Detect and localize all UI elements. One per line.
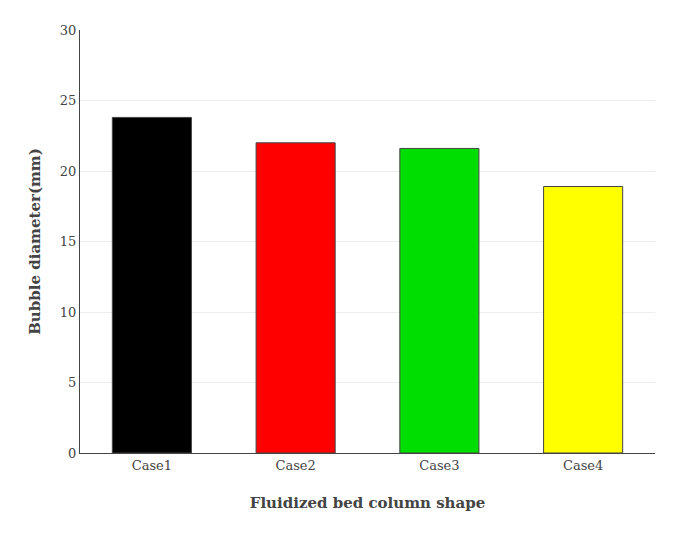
svg-text:Fluidized bed column shape: Fluidized bed column shape: [250, 494, 486, 512]
svg-text:Case3: Case3: [419, 458, 459, 473]
svg-text:0: 0: [68, 446, 76, 461]
svg-text:15: 15: [60, 234, 77, 249]
svg-text:Case4: Case4: [563, 458, 603, 473]
svg-text:10: 10: [60, 305, 77, 320]
svg-text:Bubble diameter(mm): Bubble diameter(mm): [26, 148, 44, 335]
svg-text:25: 25: [60, 93, 77, 108]
svg-text:Case2: Case2: [275, 458, 315, 473]
svg-text:Case1: Case1: [132, 458, 172, 473]
svg-text:20: 20: [60, 164, 77, 179]
svg-text:5: 5: [68, 375, 76, 390]
svg-text:30: 30: [60, 23, 77, 38]
